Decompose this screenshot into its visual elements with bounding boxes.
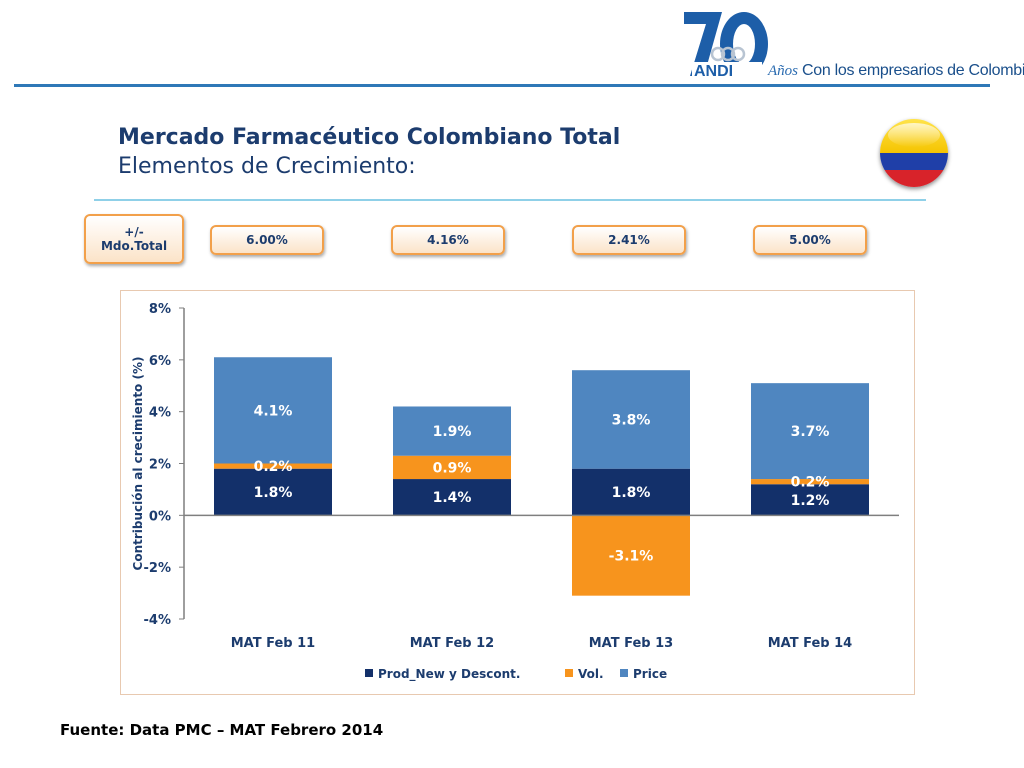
- bar-segment: [751, 479, 869, 485]
- x-tick-label: MAT Feb 13: [589, 636, 673, 651]
- header-divider: [14, 84, 990, 87]
- x-tick-label: MAT Feb 14: [768, 636, 852, 651]
- logo-name-text: ANDI: [694, 63, 733, 80]
- growth-value-box: 2.41%: [572, 225, 686, 255]
- growth-value-box: 4.16%: [391, 225, 505, 255]
- y-axis-title: Contribución al crecimiento (%): [131, 357, 145, 571]
- bar-segment: [751, 383, 869, 480]
- x-tick-label: MAT Feb 11: [231, 636, 315, 651]
- title-divider: [94, 199, 926, 201]
- data-label: 1.2%: [791, 493, 830, 509]
- y-tick-label: 6%: [149, 354, 171, 369]
- y-tick-label: -4%: [144, 613, 171, 628]
- andi-70-logo: ANDI: [684, 12, 768, 80]
- growth-label-line2: Mdo.Total: [100, 239, 168, 253]
- data-label: 1.9%: [433, 424, 472, 440]
- legend-price-label: Price: [633, 667, 667, 681]
- bar-segment: [393, 455, 511, 480]
- legend-prod-new-swatch: [365, 669, 373, 677]
- chart-frame: -4% -2% 0% 2% 4% 6% 8% Contribución al crecimie…: [120, 290, 915, 695]
- bar-segment: [393, 406, 511, 456]
- bar-segment: [572, 370, 690, 469]
- legend-prod-new-label: Prod_New y Descont.: [378, 667, 520, 682]
- growth-label-line1: +/-: [124, 225, 144, 239]
- data-label: -3.1%: [609, 549, 654, 565]
- data-label: 1.4%: [433, 490, 472, 506]
- bar-segment: [214, 468, 332, 516]
- bar-segment: [214, 463, 332, 469]
- bar-segment: [393, 479, 511, 516]
- slide-title: Mercado Farmacéutico Colombiano Total: [118, 125, 621, 150]
- x-tick-label: MAT Feb 12: [410, 636, 494, 651]
- bar-segment: [751, 484, 869, 516]
- data-label: 1.8%: [612, 485, 651, 501]
- data-label: 4.1%: [254, 403, 293, 419]
- data-label: 1.8%: [254, 485, 293, 501]
- data-label: 3.8%: [612, 412, 651, 428]
- legend-vol-label: Vol.: [578, 667, 604, 681]
- logo-anos: Años: [768, 63, 798, 79]
- source-note: Fuente: Data PMC – MAT Febrero 2014: [60, 721, 384, 739]
- legend-price-swatch: [620, 669, 628, 677]
- logo-tagline: Años Con los empresarios de Colombia: [768, 62, 1024, 80]
- data-label: 3.7%: [791, 424, 830, 440]
- y-tick-label: -2%: [144, 561, 171, 576]
- y-tick-label: 0%: [149, 509, 171, 524]
- y-tick-label: 4%: [149, 406, 171, 421]
- growth-label-box: +/- Mdo.Total: [84, 214, 184, 264]
- logo-slogan: Con los empresarios de Colombia: [802, 62, 1024, 79]
- growth-value-box: 5.00%: [753, 225, 867, 255]
- y-tick-label: 2%: [149, 458, 171, 473]
- data-label: 0.9%: [433, 460, 472, 476]
- bar-segment: [572, 515, 690, 596]
- y-tick-label: 8%: [149, 302, 171, 317]
- stacked-bar-chart: -4% -2% 0% 2% 4% 6% 8% Contribución al crecimie…: [131, 302, 899, 682]
- bar-segment: [572, 468, 690, 516]
- data-label: 0.2%: [254, 459, 293, 475]
- colombia-flag-icon: [880, 119, 948, 187]
- slide-subtitle: Elementos de Crecimiento:: [118, 154, 416, 179]
- bar-segment: [214, 357, 332, 464]
- growth-value-box: 6.00%: [210, 225, 324, 255]
- data-label: 0.2%: [791, 475, 830, 491]
- legend-vol-swatch: [565, 669, 573, 677]
